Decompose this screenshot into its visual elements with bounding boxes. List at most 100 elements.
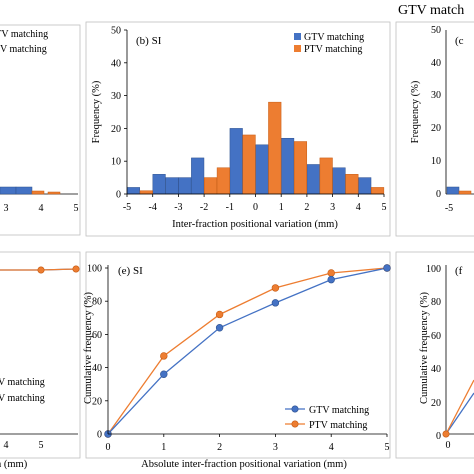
gtv-bar	[306, 164, 320, 195]
legend-marker-ptv	[291, 420, 299, 428]
ptv-point	[271, 284, 280, 292]
left-bottom-tick: 4	[4, 440, 9, 451]
right-bottom-ptv-line	[445, 379, 474, 435]
legend-label-gtv: GTV matching	[309, 405, 369, 416]
bar-chart-title: (b) SI	[136, 35, 162, 47]
left-top-legend-ptv: V matching	[0, 44, 47, 55]
right-bottom-ytick: 60	[431, 331, 441, 342]
line-chart-frame	[85, 251, 391, 459]
left-bottom-frame	[0, 251, 81, 459]
legend-label-ptv: PTV matching	[304, 44, 362, 55]
line-chart-ytick-label: 60	[92, 330, 102, 341]
left-bottom-ptv-point	[37, 266, 45, 274]
left-bottom-ptv-point	[72, 265, 80, 273]
right-top-ytick: 40	[431, 58, 441, 69]
gtv-bar	[126, 187, 140, 195]
right-bottom-ytick: 0	[436, 431, 441, 442]
left-top-tick: 5	[74, 203, 79, 214]
gtv-bar	[281, 137, 295, 195]
right-top-ylabel: Frequency (%)	[410, 80, 421, 143]
line-chart-ytick-label: 0	[97, 430, 102, 441]
gtv-bar	[358, 177, 372, 195]
right-top-header: GTV match	[398, 3, 464, 18]
gtv-point	[160, 370, 168, 378]
line-chart-ytick-label: 80	[92, 297, 102, 308]
ptv-series-line	[107, 267, 388, 435]
right-bottom-panel: 100 80 60 40 20 0 0 (f Cumulative freque…	[395, 251, 474, 459]
left-bottom-panel: V matching V matching 4 5 n (mm)	[0, 251, 81, 470]
gtv-bar	[165, 177, 179, 195]
bar-chart-ytick-label: 40	[111, 58, 121, 69]
line-chart-ytick-label: 100	[87, 264, 102, 275]
right-bottom-origin-point	[442, 430, 450, 438]
ptv-point	[327, 269, 335, 277]
ptv-bar	[345, 174, 359, 195]
bar-chart-xtick-label: -3	[174, 202, 182, 213]
ptv-bar	[139, 190, 153, 195]
right-bottom-ylabel: Cumulative frequency (%)	[419, 292, 430, 404]
right-top-ytick: 10	[431, 156, 441, 167]
left-top-bar	[31, 190, 45, 195]
ptv-bar	[319, 157, 333, 195]
gtv-point	[327, 275, 335, 284]
line-chart-e: 0 20 40 60 80 100 0 1 2 3 4 5 (e) SI Cumulative fr…	[83, 251, 391, 470]
legend-swatch-gtv	[294, 33, 301, 40]
left-top-frame	[0, 24, 81, 236]
line-chart-series	[104, 264, 391, 438]
line-chart-title: (e) SI	[118, 265, 143, 277]
ptv-point	[160, 352, 168, 360]
right-top-ytick: 50	[431, 25, 441, 36]
left-bottom-xlabel: n (mm)	[0, 459, 28, 470]
left-bottom-tick: 5	[39, 440, 44, 451]
bar-chart-xtick-label: 1	[279, 202, 284, 213]
bar-chart-xtick-label: -5	[123, 202, 131, 213]
legend-label-gtv: GTV matching	[304, 32, 364, 43]
left-bottom-legend-ptv: V matching	[0, 393, 45, 404]
right-bottom-ytick: 40	[431, 364, 441, 375]
bar-chart-ytick-label: 50	[111, 26, 121, 37]
right-top-ytick: 20	[431, 123, 441, 134]
gtv-point	[271, 299, 280, 307]
bar-chart-xtick-label: -1	[226, 202, 234, 213]
bar-chart-ytick-label: 30	[111, 91, 121, 102]
line-chart-x-ticks: 0 1 2 3 4 5	[106, 434, 390, 453]
bar-chart-ytick-label: 0	[116, 190, 121, 201]
line-chart-xlabel: Absolute inter-fraction positional varia…	[141, 459, 347, 470]
bar-chart-xtick-label: 4	[356, 202, 361, 213]
bar-chart-ytick-label: 20	[111, 124, 121, 135]
left-top-legend-gtv: GTV matching	[0, 29, 48, 40]
gtv-bar	[255, 144, 269, 195]
line-chart-xtick-label: 5	[385, 442, 390, 453]
gtv-point	[383, 264, 391, 272]
ptv-bar	[242, 134, 256, 195]
right-top-ytick: 0	[436, 189, 441, 200]
bar-chart-ylabel: Frequency (%)	[91, 80, 102, 143]
gtv-point	[215, 324, 224, 332]
gtv-bar	[332, 167, 346, 195]
ptv-point	[215, 310, 224, 319]
right-top-panel: GTV match 50 40 30 20 10 0 -5 (c Frequen…	[395, 3, 474, 237]
bar-chart-b: 0 10 20 30 40 50 -5 -4 -3 -2 -1 0 1 2 3 4 5 (b) SI Freq…	[85, 21, 391, 237]
left-bottom-legend-gtv: V matching	[0, 377, 45, 388]
bar-chart-y-ticks: 0 10 20 30 40 50	[111, 26, 127, 201]
bar-chart-bars	[126, 101, 385, 195]
legend-swatch-ptv	[294, 45, 301, 52]
right-top-xtick: -5	[445, 203, 453, 214]
line-chart-ytick-label: 20	[92, 396, 102, 407]
bar-chart-xlabel: Inter-fraction positional variation (mm)	[172, 219, 338, 230]
left-top-bar	[15, 186, 33, 195]
ptv-bar	[371, 187, 385, 195]
line-chart-ylabel: Cumulative frequency (%)	[83, 292, 94, 404]
line-chart-xtick-label: 1	[161, 442, 166, 453]
left-top-bar	[0, 186, 17, 195]
right-bottom-ytick: 80	[431, 297, 441, 308]
right-bottom-xtick: 0	[446, 440, 451, 451]
left-top-bar	[47, 191, 61, 195]
bar-chart-xtick-label: 3	[330, 202, 335, 213]
right-bottom-ytick: 20	[431, 398, 441, 409]
line-chart-y-ticks: 0 20 40 60 80 100	[87, 264, 108, 441]
ptv-bar	[293, 141, 308, 195]
ptv-bar	[216, 167, 230, 195]
line-chart-ytick-label: 40	[92, 363, 102, 374]
left-top-tick: 3	[4, 203, 9, 214]
